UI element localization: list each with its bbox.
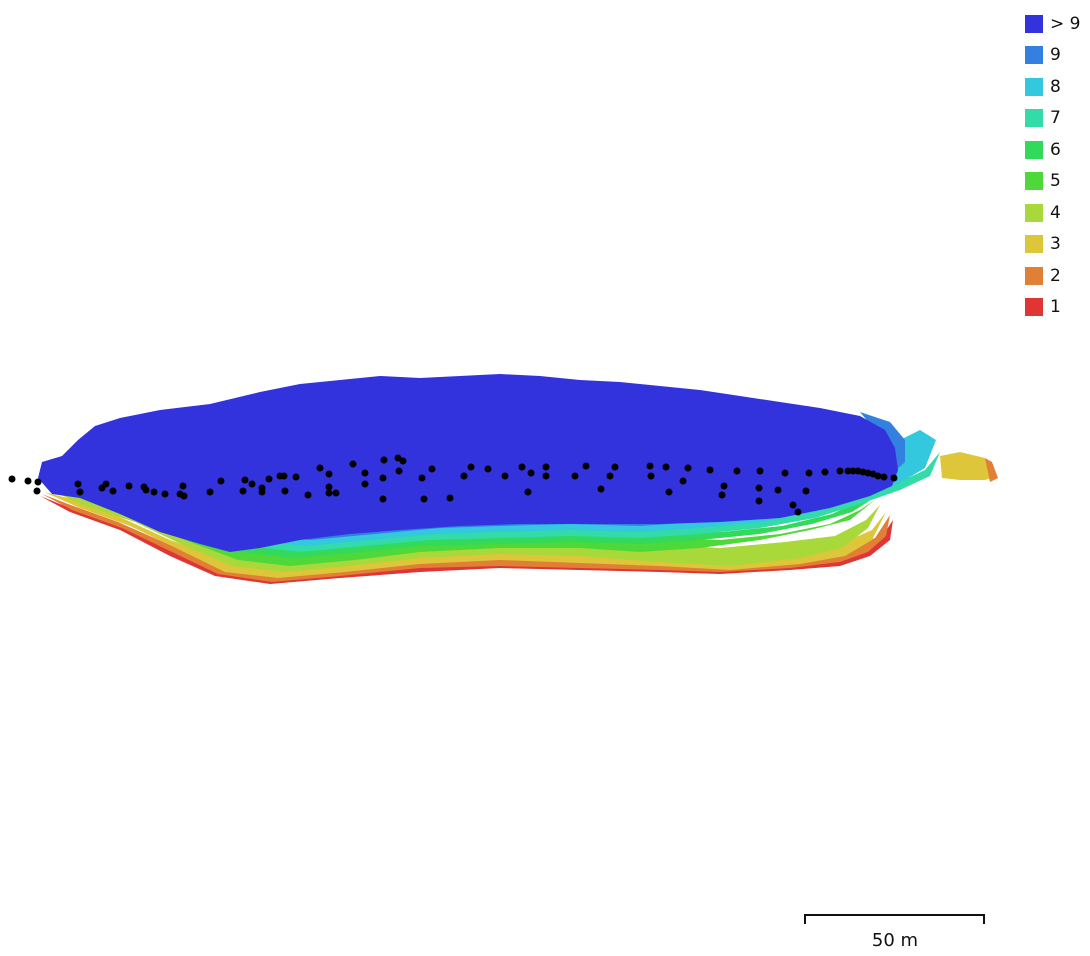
coverage-body-high xyxy=(38,374,898,552)
legend-item: 5 xyxy=(1025,166,1080,198)
legend-swatch xyxy=(1025,172,1043,191)
legend-swatch xyxy=(1025,14,1043,33)
legend-item: 2 xyxy=(1025,260,1080,292)
legend-label: 3 xyxy=(1050,234,1061,255)
legend-swatch xyxy=(1025,266,1043,285)
scale-label: 50 m xyxy=(871,930,919,951)
legend-swatch xyxy=(1025,298,1043,317)
legend-label: 1 xyxy=(1050,297,1061,318)
coverage-band-6 xyxy=(50,480,880,558)
legend-swatch xyxy=(1025,46,1043,65)
legend-label: 5 xyxy=(1050,171,1061,192)
legend-label: 7 xyxy=(1050,108,1061,129)
legend-swatch xyxy=(1025,235,1043,254)
scale-bar xyxy=(804,914,985,928)
legend-item: 8 xyxy=(1025,71,1080,103)
overlap-legend: > 9 9 8 7 6 5 4 3 2 1 xyxy=(1025,8,1080,323)
coverage-tip-3 xyxy=(940,452,997,480)
legend-swatch xyxy=(1025,109,1043,128)
coverage-tip-2 xyxy=(985,458,998,482)
coverage-band-7 xyxy=(52,452,940,552)
legend-swatch xyxy=(1025,77,1043,96)
coverage-band-5 xyxy=(48,484,875,566)
legend-item: 1 xyxy=(1025,292,1080,324)
legend-item: 3 xyxy=(1025,229,1080,261)
legend-label: 8 xyxy=(1050,76,1061,97)
legend-label: 6 xyxy=(1050,139,1061,160)
legend-item: > 9 xyxy=(1025,8,1080,40)
legend-label: 9 xyxy=(1050,45,1061,66)
legend-label: 4 xyxy=(1050,202,1061,223)
legend-label: > 9 xyxy=(1050,13,1081,34)
legend-swatch xyxy=(1025,203,1043,222)
legend-item: 9 xyxy=(1025,40,1080,72)
legend-item: 6 xyxy=(1025,134,1080,166)
legend-item: 7 xyxy=(1025,103,1080,135)
legend-label: 2 xyxy=(1050,265,1061,286)
legend-swatch xyxy=(1025,140,1043,159)
camera-positions xyxy=(8,454,898,516)
legend-item: 4 xyxy=(1025,197,1080,229)
scale-bar-line xyxy=(804,914,985,924)
coverage-band-4 xyxy=(46,488,880,572)
